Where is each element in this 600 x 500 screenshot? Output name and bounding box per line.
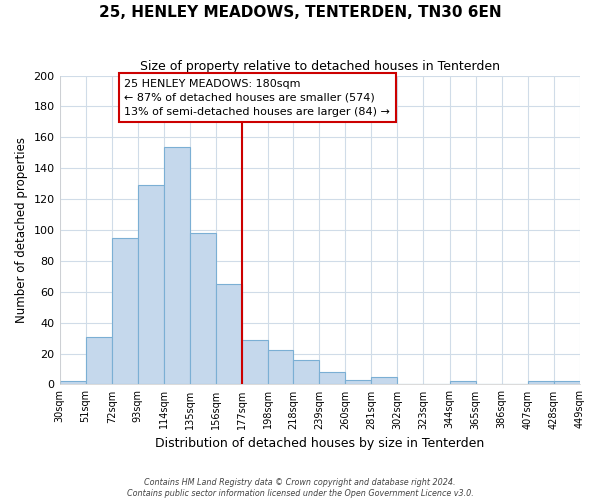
Bar [528,382,554,384]
Bar [554,382,580,384]
Bar [86,336,112,384]
Bar [293,360,319,384]
Bar [345,380,371,384]
Bar [190,233,216,384]
Bar [216,284,242,384]
Title: Size of property relative to detached houses in Tenterden: Size of property relative to detached ho… [140,60,500,73]
Bar [371,376,397,384]
Bar [268,350,293,384]
Bar [112,238,138,384]
Bar [449,382,476,384]
X-axis label: Distribution of detached houses by size in Tenterden: Distribution of detached houses by size … [155,437,484,450]
Bar [319,372,345,384]
Text: 25, HENLEY MEADOWS, TENTERDEN, TN30 6EN: 25, HENLEY MEADOWS, TENTERDEN, TN30 6EN [98,5,502,20]
Bar [164,146,190,384]
Text: Contains HM Land Registry data © Crown copyright and database right 2024.
Contai: Contains HM Land Registry data © Crown c… [127,478,473,498]
Bar [138,185,164,384]
Bar [242,340,268,384]
Bar [59,382,86,384]
Text: 25 HENLEY MEADOWS: 180sqm
← 87% of detached houses are smaller (574)
13% of semi: 25 HENLEY MEADOWS: 180sqm ← 87% of detac… [124,78,390,116]
Y-axis label: Number of detached properties: Number of detached properties [15,137,28,323]
